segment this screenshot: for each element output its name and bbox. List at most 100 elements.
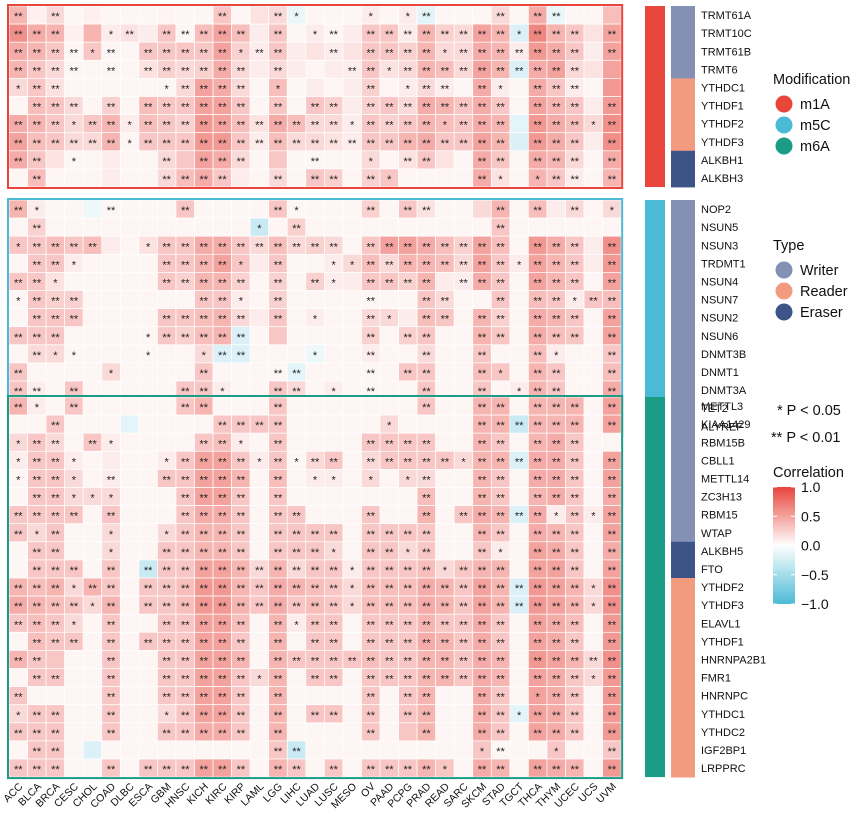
heatmap-cell <box>453 523 474 543</box>
heatmap-cell <box>324 5 344 25</box>
significance-label: ** <box>404 529 413 541</box>
significance-label: ** <box>33 655 42 667</box>
significance-label: ** <box>107 601 116 613</box>
significance-label: ** <box>218 277 227 289</box>
significance-label: ** <box>422 241 431 253</box>
significance-label: ** <box>199 728 208 740</box>
significance-label: ** <box>441 314 450 326</box>
heatmap-cell <box>286 344 307 364</box>
significance-label: * <box>517 29 522 41</box>
significance-label: ** <box>33 710 42 722</box>
significance-label: ** <box>51 241 60 253</box>
heatmap-cell <box>546 217 566 237</box>
significance-label: ** <box>422 350 431 362</box>
significance-label: ** <box>608 547 617 559</box>
significance-label: ** <box>181 402 190 414</box>
heatmap-cell <box>101 78 121 97</box>
significance-label: ** <box>33 764 42 776</box>
significance-label: ** <box>404 601 413 613</box>
heatmap-cell <box>119 650 140 669</box>
significance-label: ** <box>533 420 542 432</box>
significance-label: ** <box>218 601 227 613</box>
heatmap-cell <box>453 686 474 706</box>
heatmap-cell <box>379 469 399 488</box>
significance-label: ** <box>496 314 505 326</box>
type-annotation-cell <box>671 740 695 760</box>
significance-label: ** <box>14 29 23 41</box>
significance-label: ** <box>533 674 542 686</box>
heatmap-cell <box>249 650 270 669</box>
significance-label: ** <box>533 259 542 271</box>
heatmap-cell <box>8 308 28 328</box>
significance-label: ** <box>366 65 375 77</box>
heatmap-cell <box>342 344 362 364</box>
significance-label: ** <box>274 259 283 271</box>
significance-label: ** <box>496 692 505 704</box>
heatmap-cell <box>138 396 158 416</box>
significance-label: * <box>72 156 77 168</box>
heatmap-cell <box>379 290 399 309</box>
significance-label: * <box>109 529 114 541</box>
significance-label: * <box>313 474 318 486</box>
heatmap-cell <box>305 78 325 97</box>
heatmap-cell <box>249 253 270 273</box>
significance-label: ** <box>496 29 505 41</box>
type-annotation-cell <box>671 722 695 742</box>
significance-label: ** <box>496 223 505 235</box>
significance-label: ** <box>570 655 579 667</box>
significance-label: ** <box>144 637 153 649</box>
significance-label: ** <box>199 601 208 613</box>
significance-label: ** <box>570 402 579 414</box>
heatmap-cell <box>119 396 140 416</box>
significance-label: ** <box>237 674 246 686</box>
heatmap-cell <box>82 505 103 525</box>
significance-label: ** <box>533 29 542 41</box>
heatmap-cell <box>509 344 529 364</box>
significance-label: ** <box>478 156 487 168</box>
significance-label: ** <box>199 277 208 289</box>
heatmap-cell <box>175 740 195 760</box>
significance-label: ** <box>422 314 431 326</box>
heatmap-cell <box>583 272 603 291</box>
significance-label: ** <box>422 83 431 95</box>
significance-label: ** <box>533 156 542 168</box>
heatmap-cell <box>342 308 362 328</box>
heatmap-cell <box>119 344 140 364</box>
significance-label: ** <box>274 655 283 667</box>
heatmap-cell <box>119 217 140 237</box>
type-annotation-cell <box>671 487 695 506</box>
significance-label: * <box>536 174 541 186</box>
heatmap-cell <box>435 432 455 452</box>
gene-label: TRMT6 <box>701 64 738 76</box>
significance-label: ** <box>441 674 450 686</box>
significance-label: ** <box>274 296 283 308</box>
significance-label: ** <box>422 637 431 649</box>
heatmap-cell <box>602 758 622 778</box>
significance-label: ** <box>570 529 579 541</box>
heatmap-cell <box>342 96 362 115</box>
significance-label: ** <box>329 619 338 631</box>
heatmap-cell <box>435 362 455 382</box>
type-annotation-cell <box>671 6 695 25</box>
significance-label: ** <box>441 83 450 95</box>
significance-label: ** <box>496 583 505 595</box>
heatmap-cell <box>379 5 399 25</box>
significance-label: ** <box>533 511 542 523</box>
significance-label: ** <box>181 65 190 77</box>
heatmap-cell <box>305 41 325 61</box>
significance-label: ** <box>478 456 487 468</box>
heatmap-cell <box>286 722 307 742</box>
type-annotation-cell <box>671 362 695 382</box>
significance-label: ** <box>552 65 561 77</box>
significance-label: ** <box>422 655 431 667</box>
significance-label: * <box>239 296 244 308</box>
heatmap-cell <box>398 414 418 434</box>
significance-label: ** <box>181 120 190 132</box>
significance-label: ** <box>496 438 505 450</box>
heatmap-cell <box>101 308 121 328</box>
type-annotation-cell <box>671 397 695 416</box>
significance-label: ** <box>478 619 487 631</box>
significance-label: * <box>331 474 336 486</box>
colorbar-tick-label: −0.5 <box>801 567 829 583</box>
